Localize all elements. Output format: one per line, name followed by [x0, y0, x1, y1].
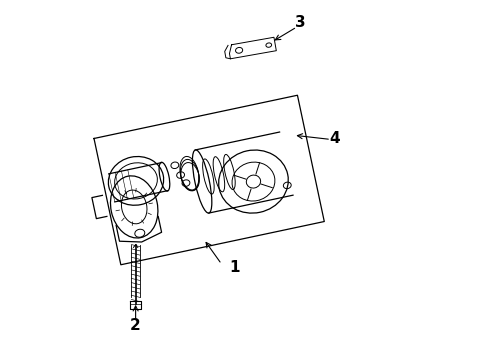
Text: 2: 2 — [130, 318, 141, 333]
Text: 3: 3 — [295, 15, 306, 31]
Text: 1: 1 — [229, 260, 240, 275]
Text: 4: 4 — [329, 131, 340, 146]
